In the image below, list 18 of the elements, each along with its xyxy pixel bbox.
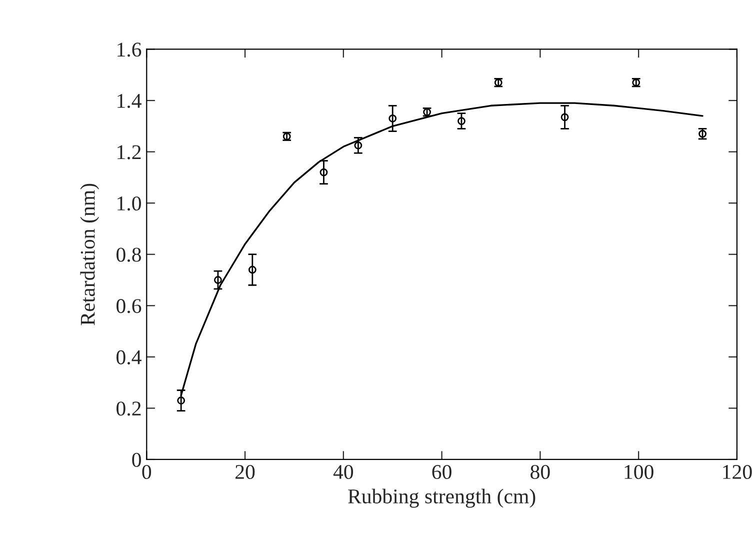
x-tick-label: 40 xyxy=(333,464,354,480)
y-tick-label: 0.6 xyxy=(116,299,142,314)
x-tick-label: 100 xyxy=(624,464,654,480)
y-tick-label: 0.2 xyxy=(116,402,141,416)
x-tick-label: 20 xyxy=(236,464,255,480)
y-tick-label: 1.0 xyxy=(118,196,141,211)
y-tick-label: 0.4 xyxy=(116,350,142,364)
y-tick-label: 1.2 xyxy=(118,145,141,160)
x-tick-label: 80 xyxy=(530,464,550,480)
y-tick-label: 0 xyxy=(132,452,141,467)
y-tick-label: 1.6 xyxy=(118,42,142,57)
x-tick-label: 60 xyxy=(432,464,452,480)
x-tick-label: 0 xyxy=(142,464,152,480)
x-tick-label: 120 xyxy=(723,464,752,480)
x-axis-title: Rubbing strength (cm) xyxy=(348,488,536,508)
y-tick-label: 1.4 xyxy=(118,94,142,108)
y-axis-title: Retardation (nm) xyxy=(80,184,100,326)
y-tick-label: 0.8 xyxy=(116,248,141,262)
